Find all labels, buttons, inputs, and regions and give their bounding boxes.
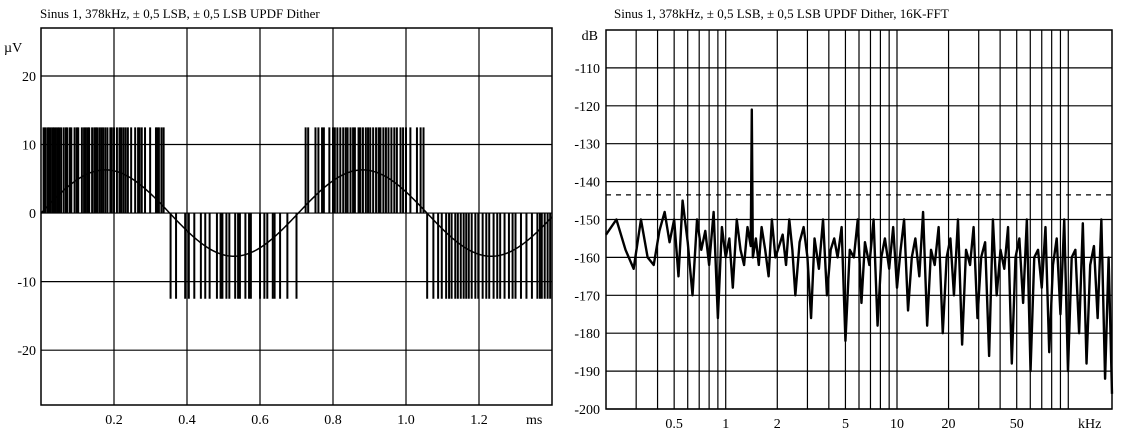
right-y-tick-label: -200	[574, 403, 600, 418]
right-y-tick-label: -180	[574, 327, 600, 342]
left-x-tick-label: 1.0	[397, 413, 415, 428]
right-y-tick-label: -150	[574, 214, 600, 229]
left-x-tick-label: 0.6	[251, 413, 269, 428]
right-chart-title: Sinus 1, 378kHz, ± 0,5 LSB, ± 0,5 LSB UP…	[614, 6, 949, 21]
right-x-tick-label: 2	[774, 417, 781, 432]
right-x-tick-label: 50	[1010, 417, 1024, 432]
right-y-tick-label: -120	[574, 100, 600, 115]
right-y-tick-label: -140	[574, 176, 600, 191]
left-y-unit: µV	[4, 41, 22, 56]
right-x-unit: kHz	[1078, 417, 1101, 432]
left-plot-frame	[40, 27, 553, 406]
right-y-tick-labels: -110 -120 -130 -140 -150 -160 -170 -180 -190 -200	[574, 62, 600, 418]
right-x-tick-labels: 0.5 1 2 5 10 20 50	[665, 417, 1023, 432]
right-y-tick-label: -160	[574, 251, 600, 266]
right-plot-frame	[605, 29, 1113, 410]
left-sine-curve	[40, 169, 553, 258]
right-x-tick-label: 1	[722, 417, 729, 432]
left-x-unit: ms	[526, 413, 542, 428]
right-x-tick-label: 10	[890, 417, 904, 432]
left-x-tick-label: 0.2	[105, 413, 123, 428]
left-x-tick-labels: 0.2 0.4 0.6 0.8 1.0 1.2	[105, 413, 488, 428]
right-y-tick-label: -130	[574, 138, 600, 153]
left-y-tick-label: 10	[22, 139, 36, 154]
right-spectrum-series	[605, 108, 1114, 394]
left-chart: Sinus 1, 378kHz, ± 0,5 LSB, ± 0,5 LSB UP…	[4, 6, 553, 428]
right-x-tick-label: 5	[842, 417, 849, 432]
left-y-tick-label: -20	[17, 344, 36, 359]
right-y-tick-label: -190	[574, 365, 600, 380]
left-y-tick-label: -10	[17, 276, 36, 291]
right-chart: Sinus 1, 378kHz, ± 0,5 LSB, ± 0,5 LSB UP…	[574, 6, 1114, 432]
left-y-tick-label: 0	[29, 207, 36, 222]
right-x-tick-label: 20	[942, 417, 956, 432]
left-chart-title: Sinus 1, 378kHz, ± 0,5 LSB, ± 0,5 LSB UP…	[40, 6, 320, 21]
right-y-unit: dB	[582, 29, 598, 44]
right-y-tick-label: -170	[574, 289, 600, 304]
right-x-tick-label: 0.5	[665, 417, 683, 432]
left-y-tick-label: 20	[22, 70, 36, 85]
left-y-tick-labels: 20 10 0 -10 -20	[17, 70, 36, 359]
left-x-tick-label: 1.2	[470, 413, 488, 428]
right-y-tick-label: -110	[575, 62, 600, 77]
left-x-tick-label: 0.4	[178, 413, 196, 428]
left-x-tick-label: 0.8	[324, 413, 342, 428]
